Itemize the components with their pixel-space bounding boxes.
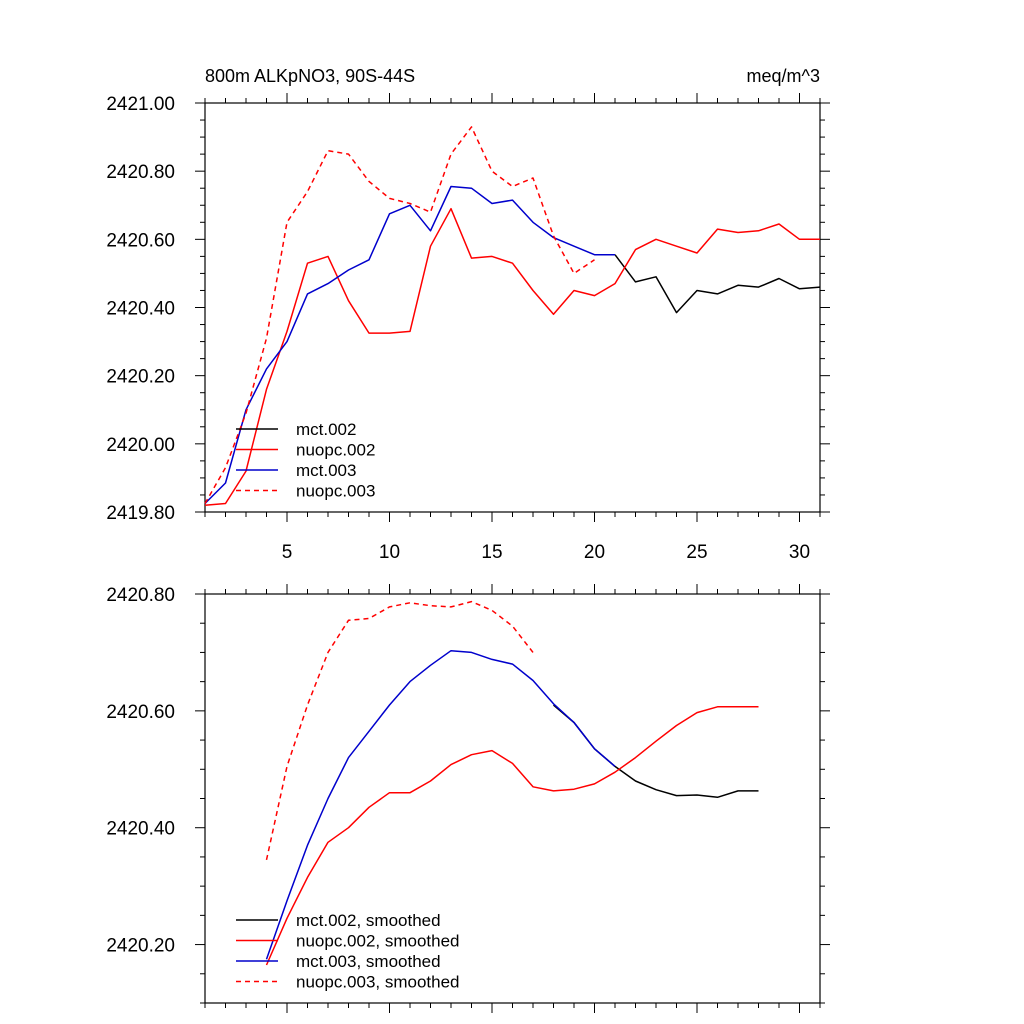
legend-label: mct.002 xyxy=(296,420,356,439)
legend-label: mct.002, smoothed xyxy=(296,911,441,930)
y-tick-label: 2419.80 xyxy=(106,503,175,524)
y-tick-label: 2420.60 xyxy=(106,702,175,723)
series-line-nuopc-003-smoothed xyxy=(265,600,534,861)
legend-label: nuopc.002, smoothed xyxy=(296,932,460,951)
y-tick-label: 2420.80 xyxy=(106,585,175,606)
chart-title: 800m ALKpNO3, 90S-44S xyxy=(205,66,415,86)
series-line-mct-003-smoothed xyxy=(265,649,616,960)
series-line-nuopc-003 xyxy=(204,126,595,504)
plot-panel-1: 5 10 15 20 25 30 2419.80 2420.00 2420.20 2420.40 2… xyxy=(106,93,830,563)
x-tick-label: 30 xyxy=(789,542,810,563)
legend-label: nuopc.003 xyxy=(296,482,375,501)
y-tick-label: 2420.80 xyxy=(106,162,175,183)
series-line-mct-002-smoothed xyxy=(553,704,759,799)
series-line-mct-003 xyxy=(204,185,615,505)
x-tick-label: 20 xyxy=(584,542,605,563)
series-line-mct-002 xyxy=(614,254,821,314)
x-tick-label: 5 xyxy=(282,542,293,563)
x-tick-label: 15 xyxy=(481,542,502,563)
y-tick-label: 2420.60 xyxy=(106,230,175,251)
y-tick-label: 2420.20 xyxy=(106,936,175,957)
chart-units: meq/m^3 xyxy=(747,66,820,86)
legend-label: mct.003, smoothed xyxy=(296,952,441,971)
y-tick-label: 2420.20 xyxy=(106,367,175,388)
plot-panel-2: 2420.20 2420.40 2420.60 2420.80 mct.002, smo… xyxy=(106,584,830,1013)
x-tick-label: 10 xyxy=(379,542,400,563)
series-line-nuopc-002 xyxy=(204,207,820,506)
series-line-nuopc-002-smoothed xyxy=(265,706,759,966)
legend-label: nuopc.003, smoothed xyxy=(296,973,460,992)
legend-label: nuopc.002 xyxy=(296,441,375,460)
y-tick-label: 2420.40 xyxy=(106,819,175,840)
y-tick-label: 2421.00 xyxy=(106,94,175,115)
y-tick-label: 2420.00 xyxy=(106,435,175,456)
y-tick-label: 2420.40 xyxy=(106,299,175,320)
legend-label: mct.003 xyxy=(296,461,356,480)
x-tick-label: 25 xyxy=(686,542,707,563)
